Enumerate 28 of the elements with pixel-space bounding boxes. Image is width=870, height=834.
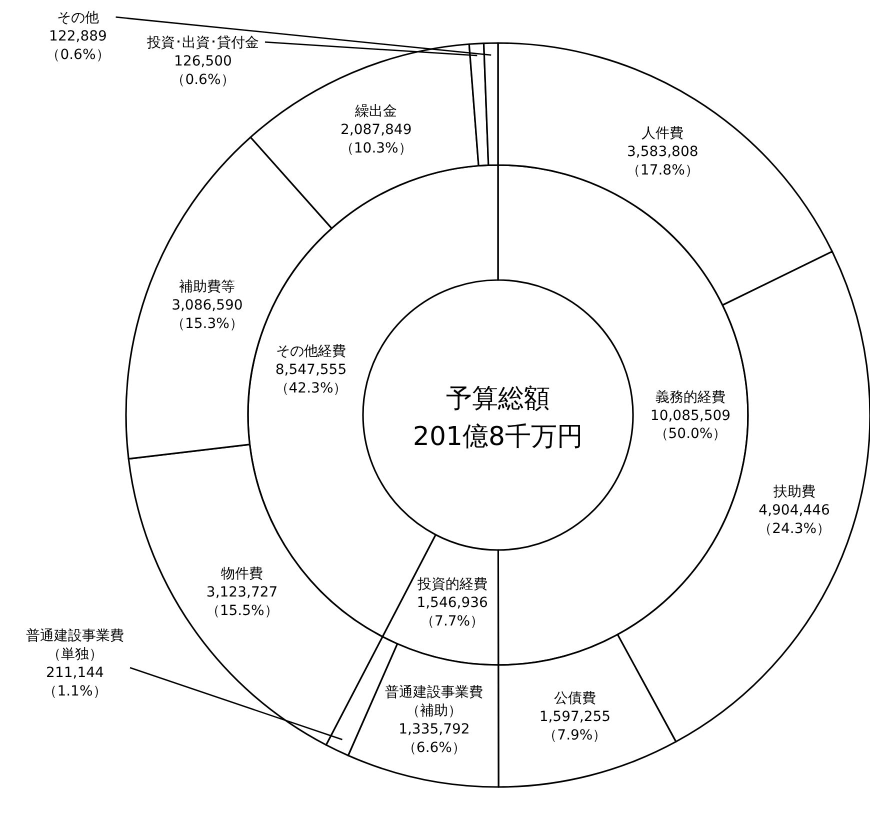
slice-label: 補助費等	[179, 279, 236, 296]
slice-label: 投資的経費	[416, 576, 488, 592]
slice-label: 普通建設事業費（補助）	[385, 684, 484, 720]
slice-label: その他	[57, 10, 99, 26]
data-label: 1,546,936 （7.7%）	[416, 594, 488, 630]
slice-label: その他経費	[276, 344, 346, 360]
data-label: 4,904,446 （24.3%）	[758, 502, 831, 537]
data-label: 3,086,590 （15.3%）	[170, 298, 244, 332]
data-label: 2,087,849 （10.3%）	[340, 122, 412, 156]
text: 予算総額	[446, 384, 550, 414]
slice-label: 義務的経費	[656, 389, 726, 406]
slice-label: 公債費	[554, 690, 596, 707]
data-label: 126,500 （0.6%）	[171, 53, 235, 88]
slice-label: 物件費	[221, 566, 264, 582]
data-label: 10,085,509 （50.0%）	[650, 408, 731, 442]
text: 201億8千万円	[412, 422, 584, 452]
slice-label: 人件費	[642, 126, 684, 142]
data-label: 3,583,808 （17.8%）	[626, 144, 699, 179]
data-label: 211,144 （1.1%）	[43, 664, 107, 700]
data-label: 1,335,792 （6.6%）	[398, 722, 470, 756]
data-label: 8,547,555 （42.3%）	[274, 362, 348, 397]
slice-label: 扶助費	[772, 484, 816, 500]
slice-label: 繰出金	[354, 103, 398, 120]
slice-label: 普通建設事業費（単独）	[26, 627, 124, 662]
data-label: 1,597,255 （7.9%）	[539, 709, 611, 744]
data-label: 3,123,727 （15.5%）	[206, 584, 278, 620]
slice-label: 投資･出資･貸付金	[146, 35, 259, 51]
data-label: 122,889 （0.6%）	[46, 28, 110, 63]
